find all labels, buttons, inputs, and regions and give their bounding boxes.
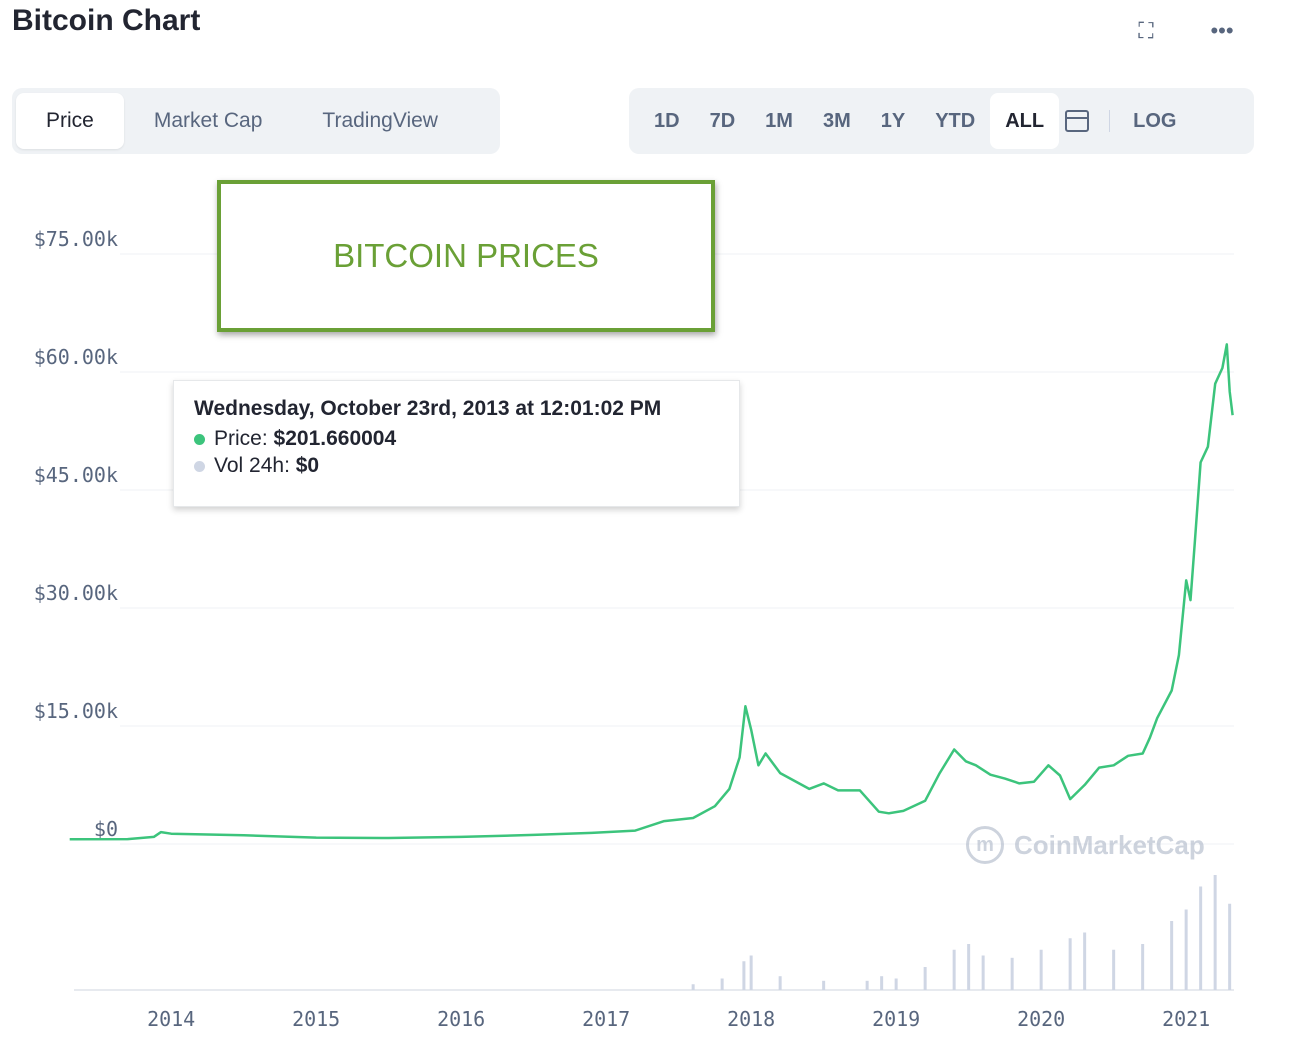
calendar-icon[interactable] xyxy=(1065,110,1090,132)
range-1d[interactable]: 1D xyxy=(654,110,680,132)
volume-bar xyxy=(742,961,746,990)
volume-bar xyxy=(1199,886,1203,990)
y-tick-label: $75.00k xyxy=(34,227,118,251)
y-tick-label: $15.00k xyxy=(34,699,118,723)
divider xyxy=(1109,110,1111,132)
volume-bar xyxy=(1068,938,1072,990)
volume-bar xyxy=(1228,903,1232,990)
annotation-banner: BITCOIN PRICES xyxy=(217,180,715,332)
tooltip-price-row: Price: $201.660004 xyxy=(194,425,719,452)
tooltip-price-label: Price: xyxy=(214,427,268,450)
fullscreen-icon[interactable]: ⛶ xyxy=(1138,18,1154,43)
volume-bar xyxy=(749,955,753,990)
volume-bar xyxy=(1184,909,1188,990)
time-range-selector: 1D 7D 1M 3M 1Y YTD ALL LOG xyxy=(629,88,1254,154)
x-tick-label: 2020 xyxy=(1017,1007,1065,1031)
volume-bar xyxy=(1083,932,1087,990)
tooltip-price-value: $201.660004 xyxy=(273,427,397,450)
volume-bar xyxy=(967,944,971,990)
volume-bar xyxy=(923,967,927,990)
chart-tooltip: Wednesday, October 23rd, 2013 at 12:01:0… xyxy=(173,380,740,507)
watermark-text: CoinMarketCap xyxy=(1014,829,1205,860)
range-3m[interactable]: 3M xyxy=(822,110,851,132)
volume-bar xyxy=(1039,949,1043,990)
tab-market-cap[interactable]: Market Cap xyxy=(153,109,263,132)
volume-bar xyxy=(1141,944,1145,990)
log-toggle[interactable]: LOG xyxy=(1133,110,1177,132)
more-icon[interactable]: ••• xyxy=(1210,18,1234,43)
volume-bar xyxy=(1170,921,1174,990)
coinmarketcap-logo-icon: m xyxy=(966,826,1004,864)
volume-bar xyxy=(1112,949,1116,990)
price-series-line xyxy=(69,343,1234,841)
tooltip-volume-row: Vol 24h: $0 xyxy=(194,452,719,479)
chart-title: Bitcoin Chart xyxy=(12,4,201,37)
volume-bar xyxy=(1010,957,1014,990)
tab-tradingview[interactable]: TradingView xyxy=(322,109,438,132)
chart-type-tabs: Price Market Cap TradingView xyxy=(12,88,500,154)
range-ytd[interactable]: YTD xyxy=(935,110,976,132)
x-tick-label: 2018 xyxy=(727,1007,775,1031)
volume-bar xyxy=(894,978,898,990)
y-tick-label: $0 xyxy=(94,817,118,841)
range-7d[interactable]: 7D xyxy=(709,110,736,132)
volume-dot-icon xyxy=(194,460,205,472)
range-1y[interactable]: 1Y xyxy=(880,110,906,132)
y-tick-label: $45.00k xyxy=(34,463,118,487)
range-all[interactable]: ALL xyxy=(990,93,1060,149)
volume-bar xyxy=(865,980,869,990)
volume-bar xyxy=(981,955,985,990)
x-tick-label: 2014 xyxy=(147,1007,195,1031)
tooltip-vol-label: Vol 24h: xyxy=(214,454,290,477)
volume-bar xyxy=(778,976,782,990)
volume-bar xyxy=(691,984,695,990)
y-tick-label: $30.00k xyxy=(34,581,118,605)
tooltip-date: Wednesday, October 23rd, 2013 at 12:01:0… xyxy=(194,397,662,420)
price-dot-icon xyxy=(194,433,205,445)
x-tick-label: 2016 xyxy=(437,1007,485,1031)
volume-bar xyxy=(720,978,724,990)
tooltip-vol-value: $0 xyxy=(295,454,320,477)
range-1m[interactable]: 1M xyxy=(765,110,793,132)
watermark: m CoinMarketCap xyxy=(966,826,1205,864)
x-tick-label: 2017 xyxy=(582,1007,630,1031)
x-tick-label: 2019 xyxy=(872,1007,920,1031)
volume-bar xyxy=(822,980,826,990)
volume-bar xyxy=(1213,875,1217,990)
x-tick-label: 2015 xyxy=(292,1007,340,1031)
x-tick-label: 2021 xyxy=(1162,1007,1210,1031)
tab-price[interactable]: Price xyxy=(16,93,124,149)
banner-text: BITCOIN PRICES xyxy=(333,237,599,274)
volume-bar xyxy=(952,949,956,990)
volume-bar xyxy=(880,976,884,990)
y-tick-label: $60.00k xyxy=(34,345,118,369)
